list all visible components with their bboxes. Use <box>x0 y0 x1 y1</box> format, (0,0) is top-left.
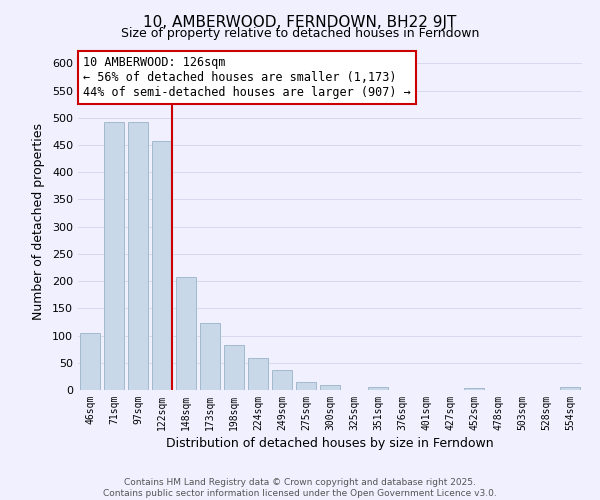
Bar <box>560 388 580 390</box>
Bar <box>296 382 316 390</box>
Bar <box>248 358 268 390</box>
Text: 10 AMBERWOOD: 126sqm
← 56% of detached houses are smaller (1,173)
44% of semi-de: 10 AMBERWOOD: 126sqm ← 56% of detached h… <box>83 56 411 99</box>
Bar <box>224 345 244 390</box>
Bar <box>272 370 292 390</box>
Bar <box>320 384 340 390</box>
Bar <box>104 122 124 390</box>
Text: Size of property relative to detached houses in Ferndown: Size of property relative to detached ho… <box>121 28 479 40</box>
X-axis label: Distribution of detached houses by size in Ferndown: Distribution of detached houses by size … <box>166 437 494 450</box>
Bar <box>368 388 388 390</box>
Bar <box>200 323 220 390</box>
Bar <box>464 388 484 390</box>
Text: 10, AMBERWOOD, FERNDOWN, BH22 9JT: 10, AMBERWOOD, FERNDOWN, BH22 9JT <box>143 15 457 30</box>
Text: Contains HM Land Registry data © Crown copyright and database right 2025.
Contai: Contains HM Land Registry data © Crown c… <box>103 478 497 498</box>
Y-axis label: Number of detached properties: Number of detached properties <box>32 122 45 320</box>
Bar <box>80 333 100 390</box>
Bar <box>152 140 172 390</box>
Bar <box>176 277 196 390</box>
Bar <box>128 122 148 390</box>
